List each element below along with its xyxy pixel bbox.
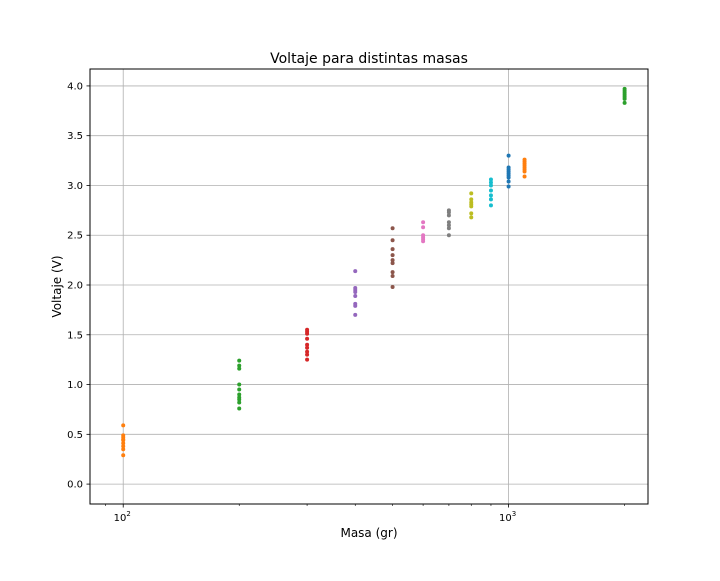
- y-tick-label: 0.0: [67, 480, 83, 491]
- data-point-series-8: [469, 191, 474, 196]
- data-point-series-3: [305, 336, 310, 341]
- y-tick-label: 4.0: [67, 81, 83, 92]
- axes: 0.0 0.5 1.0 1.5 2.0 2.5 3.0 3.5 4.0 102 103: [67, 81, 625, 524]
- data-point-series-9: [488, 197, 493, 202]
- data-points: [121, 86, 627, 458]
- data-point-series-7: [446, 223, 451, 228]
- data-point-series-3: [305, 357, 310, 362]
- data-point-series-2: [237, 363, 242, 368]
- data-point-series-5: [390, 247, 395, 252]
- data-point-series-2: [237, 406, 242, 411]
- data-point-series-2: [237, 392, 242, 397]
- data-point-series-7: [446, 210, 451, 215]
- data-point-series-3: [305, 345, 310, 350]
- data-point-series-7: [446, 226, 451, 231]
- data-point-series-7: [446, 213, 451, 218]
- data-point-series-5: [390, 270, 395, 275]
- data-point-series-5: [390, 261, 395, 266]
- data-point-series-7: [446, 220, 451, 225]
- data-point-series-2: [237, 358, 242, 363]
- y-axis-label: Voltaje (V): [50, 255, 64, 317]
- y-tick-label: 2.0: [67, 281, 83, 292]
- data-point-series-11: [522, 169, 527, 174]
- data-point-series-9: [488, 183, 493, 188]
- data-point-series-10: [506, 153, 511, 158]
- data-point-series-12: [622, 96, 627, 101]
- data-point-series-1: [121, 438, 126, 443]
- data-point-series-5: [390, 226, 395, 231]
- data-point-series-6: [421, 220, 426, 225]
- x-axis-label: Masa (gr): [340, 526, 397, 540]
- data-point-series-11: [522, 174, 527, 179]
- plot-frame: [89, 68, 649, 505]
- data-point-series-4: [353, 289, 358, 294]
- data-point-series-1: [121, 453, 126, 458]
- data-point-series-8: [469, 197, 474, 202]
- data-point-series-7: [446, 233, 451, 238]
- data-point-series-8: [469, 204, 474, 209]
- grid-lines: [90, 69, 648, 504]
- data-point-series-3: [305, 342, 310, 347]
- y-tick-label: 3.5: [67, 131, 83, 142]
- data-point-series-8: [469, 215, 474, 220]
- data-point-series-5: [390, 238, 395, 243]
- data-point-series-6: [421, 225, 426, 230]
- data-point-series-9: [488, 203, 493, 208]
- data-point-series-9: [488, 188, 493, 193]
- x-tick-label: 102: [114, 510, 131, 524]
- data-point-series-4: [353, 303, 358, 308]
- data-point-series-10: [506, 175, 511, 180]
- data-point-series-9: [488, 177, 493, 182]
- data-point-series-2: [237, 400, 242, 405]
- data-point-series-9: [488, 180, 493, 185]
- data-point-series-1: [121, 444, 126, 449]
- data-point-series-5: [390, 274, 395, 279]
- data-point-series-5: [390, 253, 395, 258]
- data-point-series-6: [421, 239, 426, 244]
- data-point-series-3: [305, 331, 310, 336]
- data-point-series-4: [353, 312, 358, 317]
- x-tick-label: 103: [499, 510, 516, 524]
- data-point-series-1: [121, 447, 126, 452]
- data-point-series-10: [506, 184, 511, 189]
- data-point-series-4: [353, 269, 358, 274]
- chart-title: Voltaje para distintas masas: [270, 51, 468, 67]
- data-point-series-2: [237, 387, 242, 392]
- data-point-series-1: [121, 423, 126, 428]
- data-point-series-3: [305, 352, 310, 357]
- data-point-series-3: [305, 349, 310, 354]
- data-point-series-2: [237, 366, 242, 371]
- y-tick-label: 1.0: [67, 380, 83, 391]
- data-point-series-10: [506, 179, 511, 184]
- data-point-series-8: [469, 211, 474, 216]
- data-point-series-12: [622, 100, 627, 105]
- y-tick-label: 0.5: [67, 430, 83, 441]
- data-point-series-4: [353, 293, 358, 298]
- data-point-series-2: [237, 382, 242, 387]
- data-point-series-5: [390, 258, 395, 263]
- y-tick-label: 3.0: [67, 181, 83, 192]
- data-point-series-9: [488, 193, 493, 198]
- data-point-series-2: [237, 397, 242, 402]
- y-tick-label: 2.5: [67, 231, 83, 242]
- data-point-series-5: [390, 284, 395, 289]
- data-point-series-1: [121, 441, 126, 446]
- y-tick-label: 1.5: [67, 330, 83, 341]
